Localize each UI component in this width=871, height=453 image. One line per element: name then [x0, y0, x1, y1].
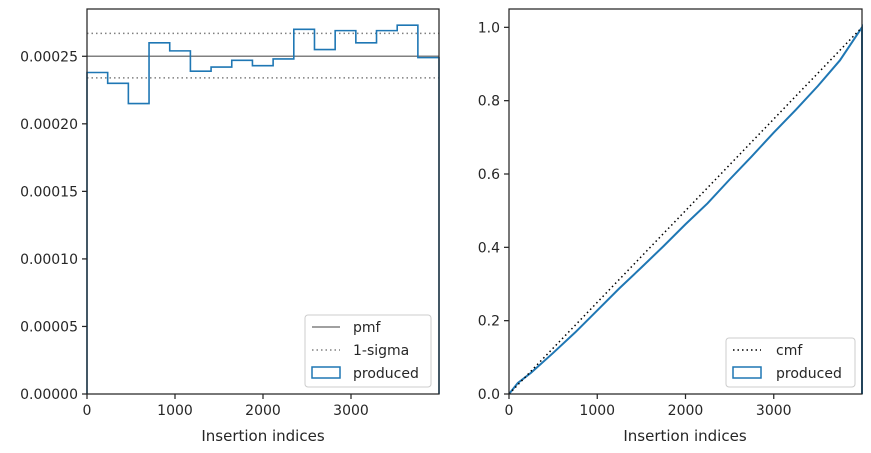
produced-legend-swatch — [311, 366, 341, 379]
pmf-y-tick-label: 0.00005 — [20, 319, 78, 335]
cmf-y-tick-label: 0.4 — [478, 240, 500, 256]
pmf-x-tick-label: 1000 — [157, 403, 193, 419]
pmf-legend-box — [304, 314, 432, 388]
cmf-produced-legend-label: produced — [776, 366, 842, 382]
cmf-legend: cmf produced — [725, 337, 856, 388]
sigma-legend-label: 1-sigma — [353, 343, 409, 359]
pmf-panel: 0 1000 2000 3000 0.00000 0.00005 0.00010 0.0001… — [20, 8, 440, 445]
cmf-x-tick-label: 1000 — [579, 403, 615, 419]
cmf-y-tick-label: 0.8 — [478, 94, 500, 110]
cmf-plot-area — [508, 24, 863, 395]
cmf-y-tick-label: 0.2 — [478, 314, 500, 330]
pmf-x-tick-label: 0 — [83, 403, 92, 419]
pmf-y-tick-label: 0.00025 — [20, 49, 78, 65]
cmf-x-tick-label: 0 — [505, 403, 514, 419]
pmf-x-tick-label: 3000 — [333, 403, 369, 419]
cmf-x-tick-label: 2000 — [668, 403, 704, 419]
cmf-y-tick-label: 1.0 — [478, 20, 500, 36]
cmf-legend-label: cmf — [776, 343, 803, 359]
pmf-y-tick-label: 0.00010 — [20, 252, 78, 268]
cmf-x-axis-label: Insertion indices — [623, 427, 746, 445]
pmf-y-tick-label: 0.00020 — [20, 117, 78, 133]
cmf-line — [508, 26, 863, 395]
pmf-legend-label: pmf — [353, 320, 382, 336]
produced-legend-label: produced — [353, 366, 419, 382]
pmf-y-tick-label: 0.00000 — [20, 387, 78, 403]
pmf-plot-area — [86, 24, 440, 394]
cmf-x-tick-label: 3000 — [756, 403, 792, 419]
pmf-x-axis-label: Insertion indices — [201, 427, 324, 445]
produced-histogram — [86, 24, 440, 394]
pmf-x-tick-label: 2000 — [245, 403, 281, 419]
pmf-legend: pmf 1-sigma produced — [304, 314, 432, 388]
cmf-legend-box — [725, 337, 856, 388]
cmf-produced-legend-swatch — [732, 366, 762, 379]
cmf-y-tick-label: 0.0 — [478, 387, 500, 403]
pmf-ticks: 0 1000 2000 3000 0.00000 0.00005 0.00010 0.0001… — [20, 49, 369, 419]
cmf-y-tick-label: 0.6 — [478, 167, 500, 183]
cmf-axes-frame — [508, 8, 863, 395]
pmf-y-tick-label: 0.00015 — [20, 184, 78, 200]
cmf-panel: 0 1000 2000 3000 0.0 0.2 0.4 0.6 0.8 1.0 Insertio… — [478, 8, 863, 445]
produced-cumulative-line — [508, 24, 863, 395]
cmf-ticks: 0 1000 2000 3000 0.0 0.2 0.4 0.6 0.8 1.0 — [478, 20, 792, 419]
